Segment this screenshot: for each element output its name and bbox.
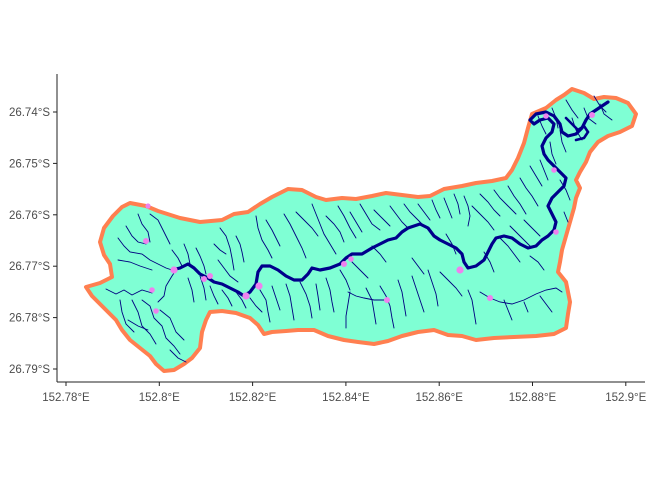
x-tick-label: 152.84°E	[322, 392, 370, 404]
x-tick-label: 152.88°E	[509, 392, 557, 404]
sample-point	[551, 167, 557, 173]
y-axis: 26.74°S 26.75°S 26.76°S 26.77°S 26.78°S 26.79…	[9, 74, 58, 382]
y-tick-label: 26.77°S	[9, 261, 50, 273]
sample-points	[143, 112, 595, 314]
sample-point	[242, 292, 250, 300]
sample-point	[145, 203, 151, 209]
y-tick-label: 26.75°S	[9, 158, 50, 170]
y-tick-label: 26.78°S	[9, 313, 50, 325]
y-tick-label: 26.74°S	[9, 107, 50, 119]
sample-point	[255, 282, 263, 290]
sample-point	[456, 266, 464, 274]
x-tick-label: 152.8°E	[139, 392, 180, 404]
y-tick-label: 26.79°S	[9, 364, 50, 376]
sample-point	[149, 287, 155, 293]
sample-point	[553, 229, 559, 235]
x-axis: 152.78°E 152.8°E 152.82°E 152.84°E 152.86°E 1…	[42, 381, 647, 404]
sample-point	[589, 112, 595, 118]
main-river	[170, 100, 610, 298]
sample-point	[207, 273, 213, 279]
tributaries	[105, 95, 613, 363]
x-tick-label: 152.78°E	[42, 392, 90, 404]
sample-point	[153, 308, 159, 314]
sample-point	[487, 295, 493, 301]
sample-point	[543, 113, 549, 119]
sample-point	[384, 297, 390, 303]
sample-point	[348, 256, 354, 262]
sample-point	[341, 261, 347, 267]
x-tick-label: 152.82°E	[229, 392, 277, 404]
x-tick-label: 152.86°E	[415, 392, 463, 404]
sample-point	[170, 266, 178, 274]
x-tick-label: 152.9°E	[605, 392, 646, 404]
y-tick-label: 26.76°S	[9, 210, 50, 222]
sample-point	[143, 238, 149, 244]
sample-point	[201, 276, 207, 282]
river-meander-loop	[564, 116, 590, 142]
